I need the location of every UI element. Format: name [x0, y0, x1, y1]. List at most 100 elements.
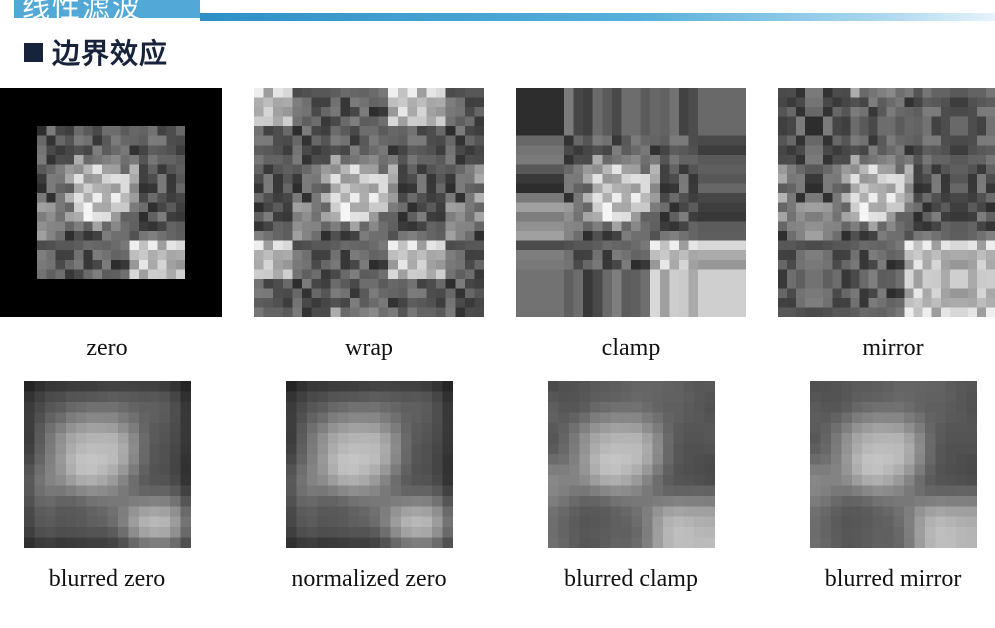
pixel — [148, 97, 158, 108]
pixel — [678, 240, 689, 251]
pixel — [273, 250, 283, 260]
pixel — [568, 412, 580, 423]
pixel — [359, 135, 370, 146]
pixel — [348, 474, 360, 486]
pixel — [0, 192, 10, 203]
pixel — [548, 474, 559, 486]
pixel — [631, 154, 641, 165]
pixel — [600, 433, 611, 444]
pixel — [306, 433, 318, 444]
pixel — [166, 202, 176, 213]
pixel — [967, 278, 978, 289]
pixel — [120, 88, 130, 98]
pixel — [548, 485, 559, 497]
pixel — [157, 221, 167, 232]
pixel — [563, 240, 574, 251]
pixel — [157, 135, 167, 146]
pixel — [650, 297, 660, 308]
pixel — [166, 107, 176, 117]
pixel — [922, 231, 932, 241]
pixel — [945, 391, 957, 403]
pixel — [883, 412, 894, 423]
pixel — [455, 202, 466, 213]
pixel — [554, 212, 565, 222]
pixel — [796, 307, 806, 317]
pixel — [913, 183, 923, 194]
pixel — [823, 240, 833, 251]
pixel — [568, 506, 580, 517]
pixel — [107, 454, 119, 465]
pixel — [292, 183, 303, 194]
pixel — [583, 202, 593, 213]
pixel — [956, 433, 967, 444]
pixel — [455, 135, 466, 146]
pixel — [185, 192, 195, 203]
pixel — [535, 164, 545, 175]
image-normalized-zero — [286, 381, 453, 548]
pixel — [203, 212, 213, 222]
pixel — [138, 278, 149, 289]
pixel — [83, 212, 93, 222]
pixel — [46, 116, 56, 127]
pixel — [516, 126, 526, 136]
pixel — [442, 537, 453, 548]
pixel — [203, 88, 213, 98]
pixel — [814, 240, 824, 251]
pixel — [669, 307, 680, 317]
pixel — [27, 126, 38, 136]
pixel — [611, 221, 622, 232]
pixel — [600, 464, 611, 476]
caption-normalized-zero: normalized zero — [291, 566, 447, 592]
pixel — [940, 221, 950, 232]
pixel — [563, 231, 574, 241]
pixel — [832, 88, 842, 98]
pixel — [707, 135, 718, 146]
pixel — [369, 297, 379, 308]
pixel — [548, 443, 559, 455]
pixel — [796, 240, 806, 251]
pixel — [841, 221, 851, 232]
pixel — [976, 154, 987, 165]
pixel — [698, 297, 708, 308]
pixel — [535, 221, 545, 232]
pixel — [886, 145, 896, 155]
pixel — [673, 527, 684, 538]
pixel — [659, 135, 670, 146]
pixel — [0, 183, 10, 194]
pixel — [416, 278, 427, 289]
pixel — [65, 401, 77, 413]
pixel — [830, 485, 842, 497]
pixel — [966, 401, 977, 413]
pixel — [464, 307, 475, 317]
pixel — [203, 250, 213, 260]
pixel — [940, 145, 950, 155]
pixel — [86, 527, 98, 538]
pixel — [877, 154, 887, 165]
pixel — [111, 192, 121, 203]
pixel — [445, 278, 456, 289]
pixel — [203, 259, 213, 270]
pixel — [212, 250, 222, 260]
pixel — [589, 412, 601, 423]
pixel — [359, 116, 370, 127]
pixel — [436, 88, 446, 98]
pixel — [301, 192, 312, 203]
pixel — [823, 278, 833, 289]
pixel — [65, 443, 77, 455]
pixel — [349, 164, 360, 175]
image-blurred-clamp — [548, 381, 715, 548]
pixel — [426, 269, 437, 280]
pixel — [9, 269, 19, 280]
pixel — [662, 433, 674, 444]
pixel — [563, 269, 574, 280]
pixel — [416, 288, 427, 299]
pixel — [850, 297, 860, 308]
pixel — [474, 231, 484, 241]
pixel — [841, 288, 851, 299]
pixel — [97, 485, 108, 497]
pixel — [445, 259, 456, 270]
pixel — [940, 135, 950, 146]
pixel — [321, 135, 331, 146]
pixel — [640, 240, 651, 251]
pixel — [83, 192, 93, 203]
